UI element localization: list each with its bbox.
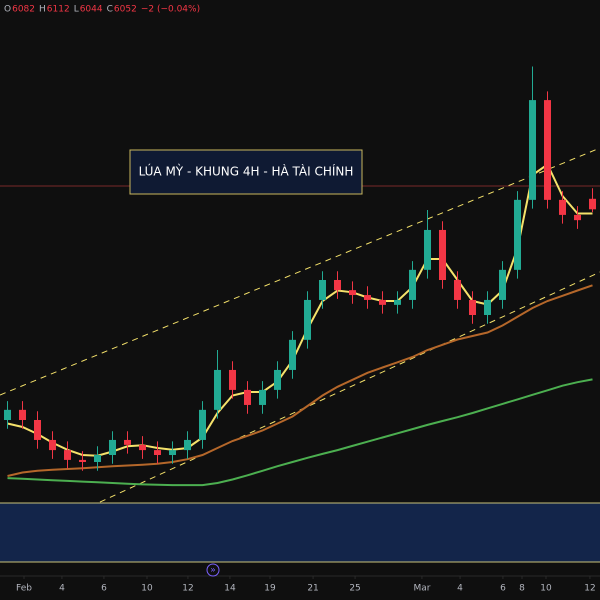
- replay-icon[interactable]: [206, 563, 220, 577]
- candle-body: [319, 280, 326, 300]
- ohlc-value: 6082: [12, 5, 35, 15]
- candle-body: [64, 450, 71, 460]
- candle-body: [124, 439, 131, 445]
- x-tick-label: 4: [457, 584, 463, 594]
- candle-body: [574, 214, 581, 221]
- candle-body: [4, 409, 11, 420]
- ohlc-label: L: [74, 5, 79, 15]
- moving-average: [7, 284, 593, 477]
- x-tick-label: 4: [59, 584, 65, 594]
- candle-body: [559, 199, 566, 215]
- candle-body: [484, 299, 491, 315]
- candle-body: [139, 444, 146, 451]
- annotation: LÚA MỲ - KHUNG 4H - HÀ TÀI CHÍNH: [139, 164, 354, 179]
- x-axis: Feb 4 6 10 12 14 19 21 25 Mar 4 6 8 10 12: [16, 576, 596, 594]
- candle-body: [199, 409, 206, 440]
- x-tick-label: 6: [500, 584, 506, 594]
- x-tick-label: 8: [519, 584, 525, 594]
- candle-body: [454, 280, 461, 300]
- ohlc-label: H: [39, 5, 46, 15]
- x-tick-label: 19: [264, 584, 276, 594]
- channel-lower: [0, 271, 600, 549]
- x-tick-label: 25: [349, 584, 360, 594]
- ohlc-label: C: [107, 5, 113, 15]
- x-tick-label: 21: [307, 584, 318, 594]
- x-tick-label: Mar: [413, 584, 430, 594]
- ohlc-label: O: [4, 5, 11, 15]
- candle-body: [529, 100, 536, 200]
- candle-body: [289, 339, 296, 370]
- x-tick-label: 10: [141, 584, 153, 594]
- candle-body: [244, 389, 251, 405]
- candle-body: [19, 409, 26, 420]
- x-tick-label: 12: [584, 584, 595, 594]
- replay-icon-glyph: »: [210, 566, 216, 576]
- indicator-pane: [0, 503, 600, 562]
- x-tick-label: 12: [182, 584, 193, 594]
- candle-body: [109, 439, 116, 455]
- candle-body: [544, 100, 551, 200]
- candle-body: [409, 269, 416, 300]
- ohlc-value: 6044: [80, 5, 103, 15]
- x-tick-label: 6: [101, 584, 107, 594]
- candle-body: [589, 198, 596, 210]
- ohlc-value: 6112: [47, 5, 70, 15]
- channel-upper: [0, 147, 600, 396]
- annotation-box: [129, 149, 363, 195]
- candle-body: [214, 369, 221, 410]
- x-tick-label: 14: [224, 584, 236, 594]
- ohlc-value: 6052: [114, 5, 137, 15]
- candle-body: [184, 439, 191, 451]
- candle-body: [49, 439, 56, 451]
- candle-body: [364, 295, 371, 300]
- candle-body: [394, 299, 401, 305]
- candle-body: [229, 369, 236, 390]
- candle-body: [34, 420, 41, 440]
- candle-body: [439, 229, 446, 280]
- header: O 6082 H 6112 L 6044 C 6052 −2 (−0.04%): [4, 5, 200, 15]
- candle-body: [304, 299, 311, 340]
- candle-body: [469, 299, 476, 315]
- candle-body: [499, 269, 506, 300]
- x-tick-label: Feb: [16, 584, 32, 594]
- candle-body: [79, 459, 86, 462]
- candle-body: [259, 389, 266, 405]
- candle-body: [274, 369, 281, 390]
- x-tick-label: 10: [540, 584, 552, 594]
- candle-body: [349, 290, 356, 296]
- plot: [4, 66, 596, 487]
- candle-body: [94, 455, 101, 462]
- candle-body: [424, 229, 431, 270]
- candle-body: [514, 199, 521, 270]
- candle-body: [379, 299, 386, 305]
- candle-body: [169, 450, 176, 455]
- moving-average: [7, 163, 593, 457]
- candle-body: [154, 450, 161, 455]
- candle-body: [334, 280, 341, 291]
- change: −2 (−0.04%): [141, 5, 200, 15]
- moving-average: [7, 378, 593, 487]
